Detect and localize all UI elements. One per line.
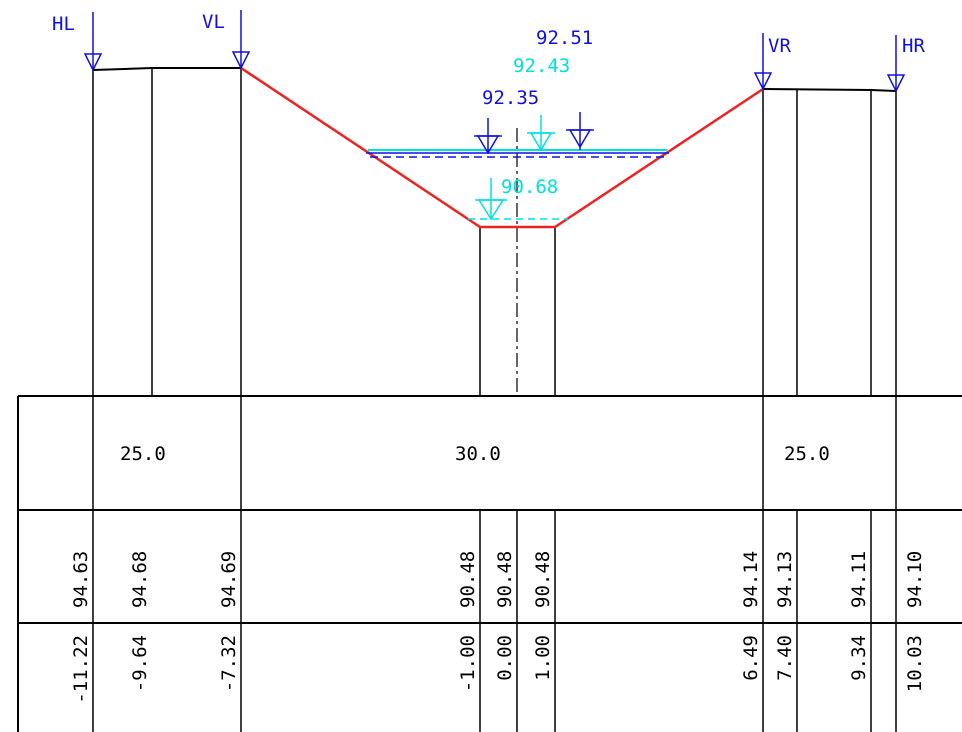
elevation-cell: 90.48 [457,551,479,608]
width-left: 25.0 [120,443,166,465]
elevation-cell: 90.48 [494,551,516,608]
marker-vr-label: VR [768,35,791,57]
elevation-cell: 94.69 [218,551,240,608]
elevation-cell: 90.48 [532,551,554,608]
width-center: 30.0 [455,443,501,465]
channel-profile [240,66,764,229]
offset-cell: -1.00 [457,635,479,692]
elevation-cell: 94.63 [70,551,92,608]
water-level-92-35: 92.35 [482,87,539,109]
offset-cell: 7.40 [774,635,796,681]
water-marker-92-51 [566,112,594,150]
data-table-grid [17,395,962,732]
water-level-92-51: 92.51 [536,27,593,49]
water-marker-92-43 [527,115,555,152]
marker-vr-arrow [753,33,773,91]
marker-hr-arrow [886,35,906,93]
terrain-left [92,67,241,71]
vertical-station-lines [92,68,897,732]
marker-hl-arrow [83,12,103,72]
marker-hl-label: HL [52,13,75,35]
offset-cell: -9.64 [129,635,151,692]
offset-cell: -11.22 [70,635,92,704]
width-right: 25.0 [784,443,830,465]
marker-hr-label: HR [902,35,925,57]
water-level-90-68: 90.68 [501,176,558,198]
offset-cell: 10.03 [904,635,926,692]
elevation-cell: 94.68 [129,551,151,608]
offset-cell: 6.49 [740,635,762,681]
water-marker-90-68 [475,178,507,221]
water-marker-92-35 [474,118,502,155]
elevation-cell: 94.10 [904,551,926,608]
marker-vl-label: VL [202,11,225,33]
offset-cell: 0.00 [494,635,516,681]
offset-cell: 1.00 [532,635,554,681]
elevation-cell: 94.14 [740,551,762,608]
terrain-right [762,88,897,92]
offset-cell: 9.34 [848,635,870,681]
water-level-92-43: 92.43 [513,55,570,77]
elevation-cell: 94.11 [848,551,870,608]
elevation-cell: 94.13 [774,551,796,608]
marker-vl-arrow [231,10,251,70]
offset-cell: -7.32 [218,635,240,692]
data-table-inner-lines [479,510,872,732]
